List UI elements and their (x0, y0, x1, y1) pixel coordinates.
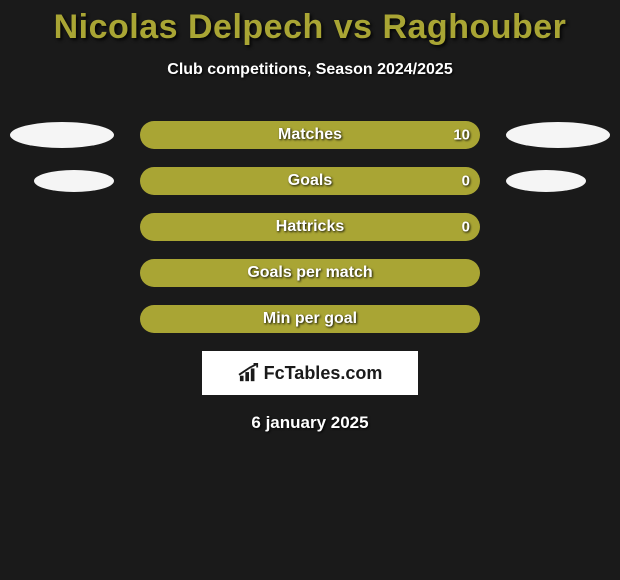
stat-bar: Goals 0 (140, 167, 480, 195)
stat-bar: Min per goal (140, 305, 480, 333)
stats-list: Matches 10 Goals 0 Hattricks 0 Goals per match… (0, 121, 620, 333)
stat-label: Goals per match (247, 264, 372, 282)
stat-row: Goals per match (0, 259, 620, 287)
player-badge-left (34, 170, 114, 192)
stat-bar: Matches 10 (140, 121, 480, 149)
stat-row: Hattricks 0 (0, 213, 620, 241)
player-badge-right (506, 122, 610, 148)
stat-value-right: 10 (453, 127, 470, 144)
logo-text: FcTables.com (264, 363, 383, 384)
stat-value-right: 0 (462, 173, 470, 190)
comparison-card: Nicolas Delpech vs Raghouber Club compet… (0, 0, 620, 580)
stat-row: Min per goal (0, 305, 620, 333)
stat-value-right: 0 (462, 219, 470, 236)
stat-row: Matches 10 (0, 121, 620, 149)
player-badge-right (506, 170, 586, 192)
stat-label: Matches (278, 126, 342, 144)
page-title: Nicolas Delpech vs Raghouber (0, 0, 620, 47)
stat-label: Min per goal (263, 310, 357, 328)
stat-bar: Hattricks 0 (140, 213, 480, 241)
stat-label: Hattricks (276, 218, 344, 236)
logo-box: FcTables.com (202, 351, 418, 395)
subtitle: Club competitions, Season 2024/2025 (0, 61, 620, 79)
stat-row: Goals 0 (0, 167, 620, 195)
logo[interactable]: FcTables.com (238, 363, 383, 384)
date-label: 6 january 2025 (0, 413, 620, 433)
stat-bar: Goals per match (140, 259, 480, 287)
chart-icon (238, 363, 260, 383)
stat-label: Goals (288, 172, 332, 190)
player-badge-left (10, 122, 114, 148)
